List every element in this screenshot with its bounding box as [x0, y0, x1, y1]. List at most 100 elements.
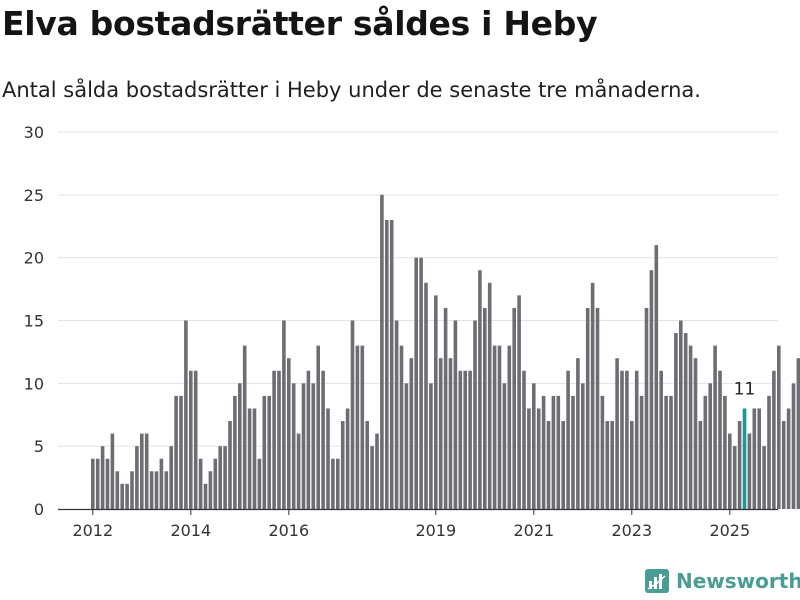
bar-16 — [169, 446, 173, 509]
bar-113 — [644, 307, 649, 509]
bar-114 — [649, 270, 654, 509]
bar-93 — [546, 421, 551, 509]
bar-72 — [443, 307, 448, 509]
bar-5 — [115, 471, 120, 509]
bar-110 — [630, 421, 634, 509]
y-tick-label-30: 30 — [24, 123, 44, 142]
bar-66 — [414, 257, 418, 509]
bar-126 — [708, 383, 712, 509]
bar-115 — [654, 245, 659, 509]
bar-135 — [752, 408, 757, 509]
bar-88 — [522, 370, 526, 509]
bar-55 — [360, 345, 365, 509]
bar-12 — [149, 471, 154, 509]
bar-63 — [399, 345, 404, 509]
bar-74 — [453, 320, 458, 509]
bar-45 — [311, 383, 316, 509]
bar-3 — [105, 458, 110, 509]
bar-108 — [620, 370, 624, 509]
bar-77 — [468, 370, 472, 509]
bar-30 — [238, 383, 242, 509]
y-tick-label-25: 25 — [24, 186, 44, 205]
bar-43 — [301, 383, 306, 509]
bar-128 — [718, 370, 722, 509]
bar-119 — [674, 333, 678, 509]
bar-58 — [375, 433, 379, 509]
bar-9 — [135, 446, 139, 509]
bar-51 — [340, 421, 345, 509]
bar-127 — [713, 345, 717, 509]
bar-71 — [438, 358, 443, 509]
bar-15 — [164, 471, 169, 509]
bar-27 — [223, 446, 227, 509]
y-axis-tick-labels: 0 5 10 15 20 25 30 — [24, 123, 44, 519]
bar-34 — [257, 458, 262, 509]
bar-111 — [634, 370, 639, 509]
bar-109 — [625, 370, 629, 509]
bar-19 — [184, 320, 188, 509]
bar-32 — [247, 408, 252, 509]
bar-90 — [532, 383, 536, 509]
bar-64 — [404, 383, 409, 509]
bar-14 — [159, 458, 164, 509]
bar-4 — [110, 433, 115, 509]
bar-120 — [679, 320, 683, 509]
bar-79 — [478, 270, 482, 509]
bar-98 — [571, 395, 575, 509]
bar-84 — [502, 383, 507, 509]
bar-137 — [762, 446, 766, 509]
bar-21 — [193, 370, 198, 509]
bar-65 — [409, 358, 414, 509]
brand-name: Newsworthy — [676, 569, 800, 593]
bar-123 — [693, 358, 698, 509]
bar-29 — [233, 395, 237, 509]
bar-57 — [370, 446, 374, 509]
x-axis-tick-labels: 2012 2014 2016 2019 2021 2023 2025 — [72, 509, 750, 540]
bar-125 — [703, 395, 708, 509]
bar-39 — [282, 320, 286, 509]
bar-36 — [267, 395, 271, 509]
bar-81 — [487, 282, 492, 509]
bar-87 — [517, 295, 521, 509]
bar-59 — [380, 194, 384, 510]
bar-82 — [492, 345, 497, 509]
bar-89 — [527, 408, 531, 509]
bar-10 — [140, 433, 144, 509]
bar-131 — [732, 446, 737, 509]
newsworthy-logo: Newsworthy — [644, 568, 800, 594]
bar-97 — [566, 370, 570, 509]
bar-11 — [144, 433, 149, 509]
bar-53 — [350, 320, 355, 509]
bar-100 — [581, 383, 585, 509]
bar-41 — [291, 383, 296, 509]
bar-76 — [463, 370, 467, 509]
bar-22 — [198, 458, 203, 509]
bar-144 — [796, 358, 800, 509]
x-tick-label-2021: 2021 — [513, 521, 554, 540]
bar-86 — [512, 307, 516, 509]
x-tick-label-2019: 2019 — [415, 521, 456, 540]
bar-103 — [595, 307, 600, 509]
bar-116 — [659, 370, 663, 509]
bar-70 — [434, 295, 438, 509]
bar-92 — [541, 395, 546, 509]
bar-20 — [189, 370, 193, 509]
x-tick-label-2025: 2025 — [709, 521, 750, 540]
bar-60 — [385, 219, 389, 509]
bar-99 — [576, 358, 580, 509]
bar-139 — [772, 370, 776, 509]
bar-106 — [610, 421, 614, 509]
bar-133 — [742, 408, 747, 509]
bar-0 — [91, 458, 95, 509]
bar-101 — [585, 307, 590, 509]
bar-102 — [590, 282, 595, 509]
bar-26 — [218, 446, 222, 509]
y-tick-label-0: 0 — [34, 500, 44, 519]
bar-140 — [777, 345, 781, 509]
bar-141 — [781, 421, 786, 509]
x-tick-label-2014: 2014 — [170, 521, 211, 540]
bar-47 — [321, 370, 325, 509]
bar-48 — [326, 408, 330, 509]
y-tick-label-15: 15 — [24, 312, 44, 331]
bar-61 — [389, 219, 394, 509]
